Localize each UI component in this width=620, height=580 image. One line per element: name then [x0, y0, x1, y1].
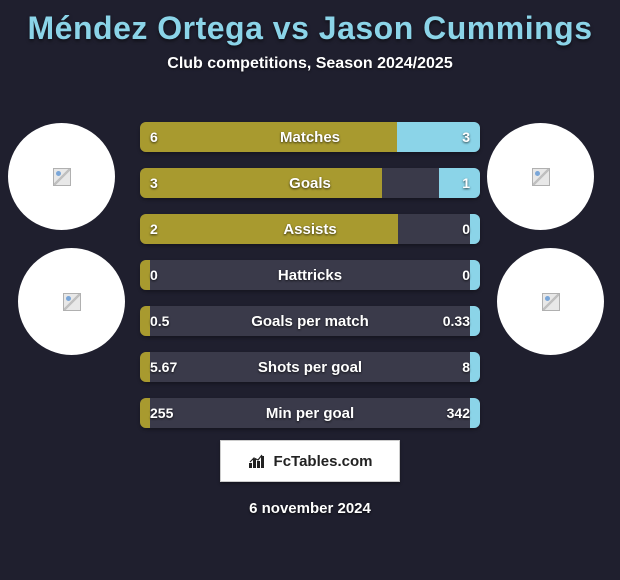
subtitle: Club competitions, Season 2024/2025 — [0, 55, 620, 73]
chart-icon — [248, 453, 268, 469]
broken-image-icon — [63, 293, 81, 311]
stat-bar-right — [470, 306, 480, 336]
footer-date: 6 november 2024 — [0, 500, 620, 517]
stats-bars: 63Matches31Goals20Assists00Hattricks0.50… — [140, 122, 480, 444]
brand-text: FcTables.com — [274, 453, 373, 470]
stat-row: 31Goals — [140, 168, 480, 198]
comparison-card: Méndez Ortega vs Jason Cummings Club com… — [0, 0, 620, 580]
player2-name: Jason Cummings — [319, 10, 593, 46]
stat-row: 255 342Min per goal — [140, 398, 480, 428]
stat-value-right: 0.33 — [443, 306, 470, 336]
broken-image-icon — [532, 168, 550, 186]
stat-bar-left — [140, 214, 398, 244]
stat-value-left: 5.67 — [150, 352, 177, 382]
stat-value-right: 342 — [447, 398, 470, 428]
stat-bar-left — [140, 306, 150, 336]
club2-avatar — [497, 248, 604, 355]
stat-value-left: 3 — [150, 168, 158, 198]
stat-value-left: 255 — [150, 398, 173, 428]
stat-value-right: 3 — [462, 122, 470, 152]
stat-bar-right — [470, 214, 480, 244]
stat-row: 20Assists — [140, 214, 480, 244]
broken-image-icon — [53, 168, 71, 186]
stat-row: 63Matches — [140, 122, 480, 152]
stat-bar-left — [140, 122, 397, 152]
stat-value-right: 0 — [462, 214, 470, 244]
stat-label: Min per goal — [140, 398, 480, 428]
stat-bar-right — [470, 352, 480, 382]
page-title: Méndez Ortega vs Jason Cummings — [0, 10, 620, 47]
stat-bar-right — [470, 260, 480, 290]
stat-bar-left — [140, 352, 150, 382]
stat-value-left: 6 — [150, 122, 158, 152]
player1-avatar — [8, 123, 115, 230]
stat-row: 5.67 8Shots per goal — [140, 352, 480, 382]
player1-name: Méndez Ortega — [28, 10, 264, 46]
brand-badge[interactable]: FcTables.com — [220, 440, 400, 482]
stat-value-right: 1 — [462, 168, 470, 198]
stat-value-left: 2 — [150, 214, 158, 244]
stat-value-right: 8 — [462, 352, 470, 382]
stat-bar-left — [140, 260, 150, 290]
stat-bar-left — [140, 398, 150, 428]
player2-avatar — [487, 123, 594, 230]
stat-label: Goals per match — [140, 306, 480, 336]
stat-row: 0.5 0.33Goals per match — [140, 306, 480, 336]
stat-row: 0 0Hattricks — [140, 260, 480, 290]
club1-avatar — [18, 248, 125, 355]
vs-text: vs — [273, 10, 310, 46]
stat-value-left: 0.5 — [150, 306, 169, 336]
broken-image-icon — [542, 293, 560, 311]
stat-bar-right — [439, 168, 480, 198]
stat-bar-left — [140, 168, 382, 198]
stat-value-left: 0 — [150, 260, 158, 290]
stat-label: Shots per goal — [140, 352, 480, 382]
stat-value-right: 0 — [462, 260, 470, 290]
stat-label: Hattricks — [140, 260, 480, 290]
stat-bar-right — [470, 398, 480, 428]
